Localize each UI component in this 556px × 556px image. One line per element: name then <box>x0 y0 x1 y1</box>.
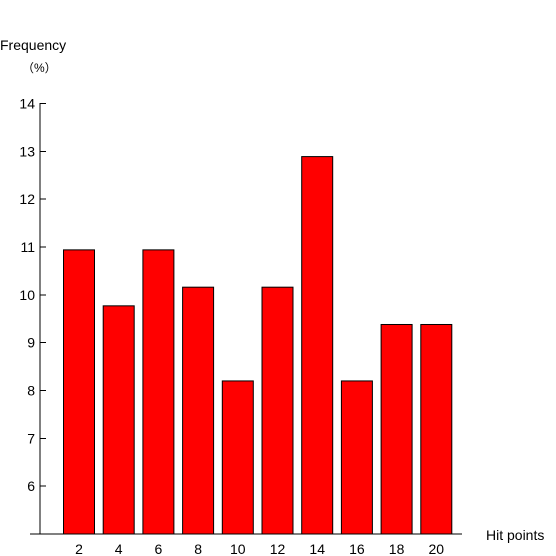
y-tick-label: 10 <box>19 287 35 303</box>
x-tick-label: 10 <box>230 541 246 556</box>
x-tick-label: 18 <box>389 541 405 556</box>
y-tick-label: 9 <box>27 335 35 351</box>
x-ticks: 2 4 6 8 10 12 14 16 18 20 <box>75 541 444 556</box>
y-ticks: 6 7 8 9 10 11 12 13 14 <box>19 96 46 494</box>
x-axis-label: Hit points <box>486 527 544 543</box>
bar-18 <box>380 323 413 535</box>
bar-4 <box>102 305 135 535</box>
y-tick-label: 8 <box>27 383 35 399</box>
bars <box>63 156 453 535</box>
bar-10 <box>221 380 254 535</box>
x-tick-label: 2 <box>75 541 83 556</box>
y-tick-label: 12 <box>19 191 35 207</box>
x-tick-label: 12 <box>270 541 286 556</box>
y-tick-label: 11 <box>20 239 35 255</box>
bar-16 <box>340 380 373 535</box>
x-tick-label: 8 <box>194 541 202 556</box>
y-tick-label: 6 <box>27 478 35 494</box>
x-tick-label: 20 <box>429 541 445 556</box>
bar-14 <box>301 156 334 535</box>
bar-8 <box>182 286 215 535</box>
y-axis-unit: （%） <box>22 61 57 75</box>
bar-20 <box>420 323 453 535</box>
y-tick-label: 7 <box>27 430 35 446</box>
y-axis-label: Frequency <box>0 37 66 53</box>
x-tick-label: 16 <box>349 541 365 556</box>
x-tick-label: 14 <box>309 541 325 556</box>
bar-12 <box>261 286 294 535</box>
x-tick-label: 4 <box>115 541 123 556</box>
x-tick-label: 6 <box>155 541 163 556</box>
y-tick-label: 14 <box>19 96 35 112</box>
y-tick-label: 13 <box>19 143 35 159</box>
bar-2 <box>63 249 95 535</box>
bar-6 <box>142 249 175 535</box>
